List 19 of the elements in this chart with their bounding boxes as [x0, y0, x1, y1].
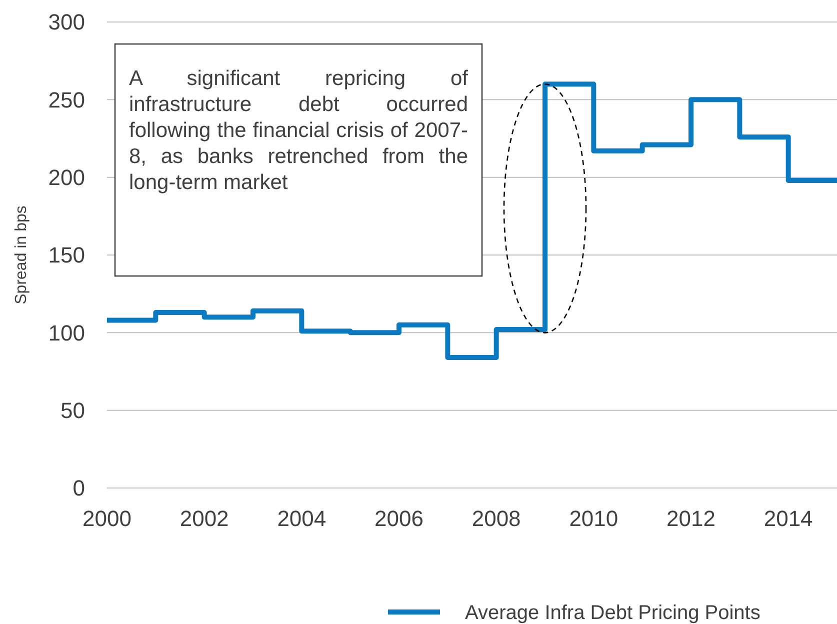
- x-tick-label: 2004: [277, 506, 326, 531]
- x-tick-label: 2002: [180, 506, 229, 531]
- text-box: A significant repricing of infrastructure debt occurred following the financial crisis of 2007-8, as banks retrenched from the long-term market: [114, 43, 483, 277]
- y-tick-label: 150: [48, 242, 85, 268]
- x-tick-label: 2010: [569, 506, 618, 531]
- y-axis-title: Spread in bps: [13, 206, 30, 304]
- x-tick-label: 2006: [374, 506, 424, 531]
- x-tick-label: 2012: [666, 506, 716, 531]
- y-tick-label: 50: [60, 398, 85, 424]
- x-tick-label: 2014: [764, 506, 813, 531]
- y-tick-label: 100: [48, 320, 85, 346]
- y-tick-label: 0: [72, 476, 85, 501]
- x-tick-label: 2008: [472, 506, 521, 531]
- annotation: A significant repricing of infrastructure debt occurred following the financial crisis of 2007-8, as banks retrenched from the long-term market: [128, 66, 469, 196]
- x-tick-label: 2000: [82, 506, 132, 531]
- y-tick-label: 250: [48, 87, 85, 112]
- legend-label: Average Infra Debt Pricing Points: [465, 602, 760, 624]
- y-tick-label: 200: [48, 165, 85, 190]
- y-tick-label: 300: [48, 10, 85, 35]
